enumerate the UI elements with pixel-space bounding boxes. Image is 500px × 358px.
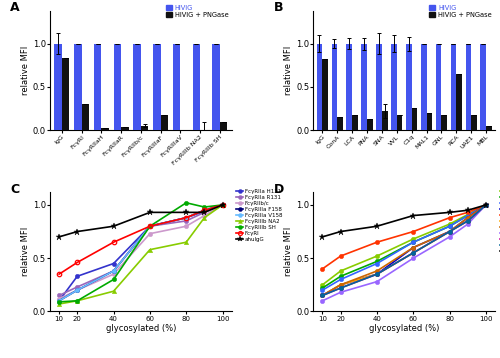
Bar <box>382 111 388 130</box>
Bar <box>220 122 228 130</box>
Bar <box>346 44 352 130</box>
Bar <box>160 115 168 130</box>
Bar <box>54 44 62 130</box>
Legend: FcγRIIa H131, FcγRIIa R131, FcγRIIb/c, FcγRIIIa F158, FcγRIIIa V158, FcγRIIIb NA: FcγRIIa H131, FcγRIIa R131, FcγRIIb/c, F… <box>236 189 282 242</box>
Bar <box>102 129 109 130</box>
Bar <box>94 44 102 130</box>
Y-axis label: relative MFI: relative MFI <box>284 46 294 95</box>
Bar <box>406 44 411 130</box>
Bar <box>412 108 418 130</box>
Bar <box>456 74 462 130</box>
Bar <box>322 59 328 130</box>
Y-axis label: relative MFI: relative MFI <box>21 227 30 276</box>
Bar <box>421 44 426 130</box>
Bar <box>362 44 367 130</box>
X-axis label: glycosylated (%): glycosylated (%) <box>369 324 440 333</box>
Bar <box>316 44 322 130</box>
Bar <box>62 58 70 130</box>
Bar <box>212 44 220 130</box>
Bar <box>121 127 128 130</box>
Bar <box>141 126 148 130</box>
Bar <box>74 44 82 130</box>
Bar <box>396 115 402 130</box>
Bar <box>82 104 89 130</box>
Bar <box>134 44 141 130</box>
Bar <box>450 44 456 130</box>
Text: C: C <box>10 183 19 195</box>
Bar <box>114 44 121 130</box>
Legend: HIVIG, HIVIG + PNGase: HIVIG, HIVIG + PNGase <box>166 5 228 18</box>
Bar <box>471 115 477 130</box>
Y-axis label: relative MFI: relative MFI <box>284 227 294 276</box>
X-axis label: glycosylated (%): glycosylated (%) <box>106 324 176 333</box>
Legend: HIVIG, HIVIG + PNGase: HIVIG, HIVIG + PNGase <box>429 5 492 18</box>
Y-axis label: relative MFI: relative MFI <box>21 46 30 95</box>
Bar <box>352 115 358 130</box>
Text: D: D <box>274 183 283 195</box>
Bar <box>426 113 432 130</box>
Bar <box>173 44 180 130</box>
Bar <box>367 119 372 130</box>
Bar <box>337 117 343 130</box>
Bar <box>436 44 442 130</box>
Bar <box>480 44 486 130</box>
Bar <box>376 44 382 130</box>
Bar <box>192 44 200 130</box>
Bar <box>466 44 471 130</box>
Bar <box>442 115 447 130</box>
Bar <box>153 44 160 130</box>
Text: A: A <box>10 1 20 14</box>
Bar <box>486 126 492 130</box>
Bar <box>332 44 337 130</box>
Text: B: B <box>274 1 283 14</box>
Bar <box>391 44 396 130</box>
